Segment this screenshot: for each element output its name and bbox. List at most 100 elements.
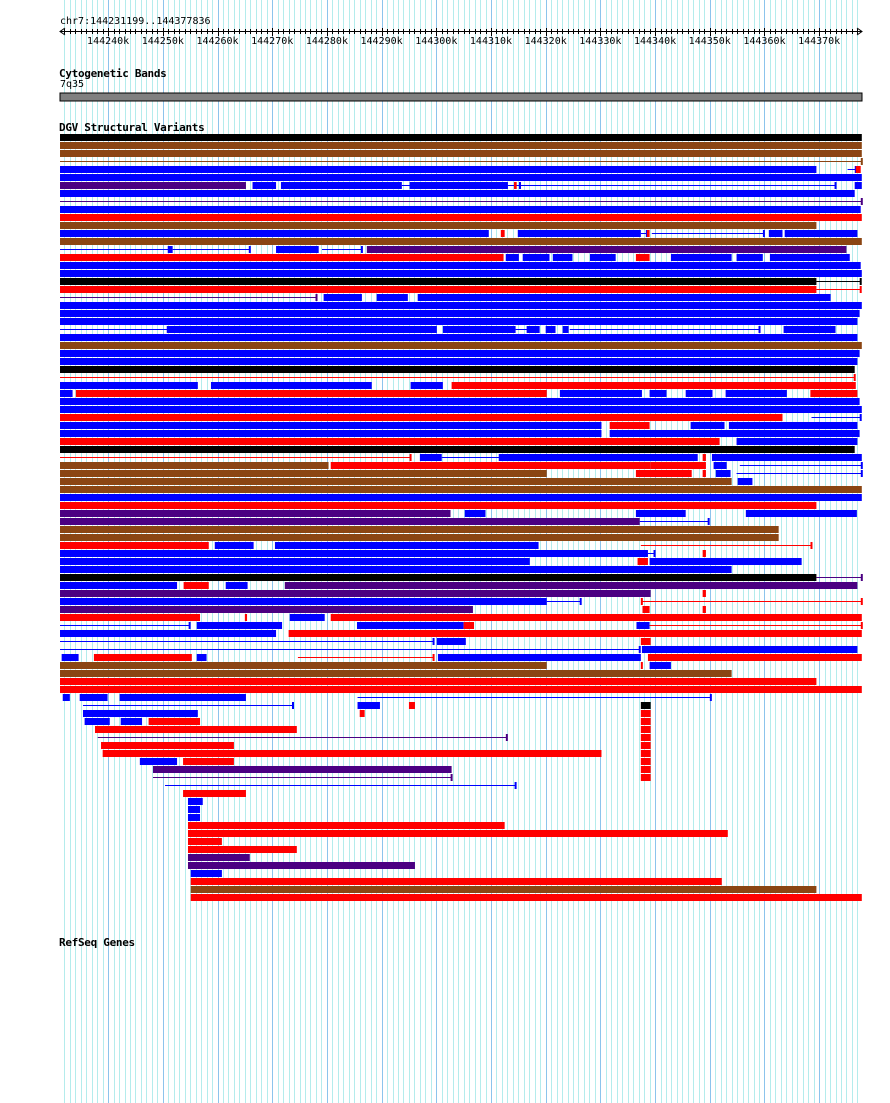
variant-feature[interactable] bbox=[356, 622, 464, 629]
variant-feature[interactable] bbox=[736, 438, 858, 445]
variant-feature[interactable] bbox=[60, 190, 855, 197]
variant-feature[interactable] bbox=[60, 358, 858, 365]
variant-feature[interactable] bbox=[728, 422, 858, 429]
variant-feature[interactable] bbox=[640, 702, 651, 709]
variant-end-cap[interactable] bbox=[834, 182, 837, 189]
variant-feature[interactable] bbox=[60, 614, 201, 621]
cytoband-7q35[interactable] bbox=[59, 92, 863, 102]
variant-end-cap[interactable] bbox=[505, 734, 508, 741]
variant-end-cap[interactable] bbox=[859, 286, 862, 293]
variant-feature[interactable] bbox=[685, 390, 713, 397]
variant-feature[interactable] bbox=[640, 718, 651, 725]
variant-feature[interactable] bbox=[284, 582, 858, 589]
variant-feature[interactable] bbox=[635, 254, 650, 261]
variant-feature[interactable] bbox=[60, 446, 855, 453]
variant-feature[interactable] bbox=[60, 574, 817, 581]
variant-feature[interactable] bbox=[713, 462, 727, 469]
variant-feature[interactable] bbox=[60, 526, 779, 533]
variant-feature[interactable] bbox=[190, 886, 817, 893]
variant-feature[interactable] bbox=[513, 182, 517, 189]
variant-feature[interactable] bbox=[640, 766, 651, 773]
variant-feature[interactable] bbox=[60, 582, 178, 589]
variant-feature[interactable] bbox=[187, 814, 201, 821]
variant-feature[interactable] bbox=[649, 558, 802, 565]
variant-feature[interactable] bbox=[60, 494, 862, 501]
variant-feature[interactable] bbox=[75, 390, 547, 397]
variant-feature[interactable] bbox=[505, 254, 519, 261]
variant-feature[interactable] bbox=[702, 470, 706, 477]
variant-feature[interactable] bbox=[711, 454, 862, 461]
variant-feature[interactable] bbox=[649, 662, 671, 669]
variant-feature[interactable] bbox=[649, 390, 667, 397]
variant-feature[interactable] bbox=[463, 622, 475, 629]
variant-feature[interactable] bbox=[736, 254, 763, 261]
variant-feature[interactable] bbox=[60, 318, 858, 325]
variant-feature[interactable] bbox=[410, 382, 443, 389]
variant-feature[interactable] bbox=[60, 670, 732, 677]
variant-feature[interactable] bbox=[60, 550, 648, 557]
variant-feature[interactable] bbox=[167, 326, 437, 333]
variant-feature[interactable] bbox=[60, 630, 277, 637]
variant-feature[interactable] bbox=[60, 422, 602, 429]
variant-feature[interactable] bbox=[60, 566, 732, 573]
variant-end-cap[interactable] bbox=[810, 542, 813, 549]
variant-feature[interactable] bbox=[60, 414, 783, 421]
variant-feature[interactable] bbox=[854, 182, 862, 189]
variant-feature[interactable] bbox=[737, 478, 753, 485]
variant-feature[interactable] bbox=[60, 278, 817, 285]
variant-feature[interactable] bbox=[82, 710, 198, 717]
variant-feature[interactable] bbox=[183, 582, 209, 589]
variant-feature[interactable] bbox=[784, 230, 858, 237]
variant-feature[interactable] bbox=[559, 390, 642, 397]
variant-feature[interactable] bbox=[810, 390, 858, 397]
variant-feature[interactable] bbox=[589, 254, 616, 261]
variant-feature[interactable] bbox=[187, 862, 415, 869]
variant-feature[interactable] bbox=[187, 846, 297, 853]
right-arrow-icon[interactable] bbox=[856, 27, 863, 36]
variant-feature[interactable] bbox=[196, 654, 207, 661]
variant-feature[interactable] bbox=[152, 766, 452, 773]
variant-feature[interactable] bbox=[545, 326, 556, 333]
variant-feature[interactable] bbox=[60, 182, 246, 189]
variant-feature[interactable] bbox=[562, 326, 569, 333]
variant-feature[interactable] bbox=[60, 662, 547, 669]
variant-feature[interactable] bbox=[84, 718, 110, 725]
variant-feature[interactable] bbox=[60, 438, 720, 445]
variant-feature[interactable] bbox=[60, 286, 817, 293]
variant-feature[interactable] bbox=[274, 542, 539, 549]
variant-feature[interactable] bbox=[609, 430, 860, 437]
variant-feature[interactable] bbox=[187, 822, 505, 829]
variant-end-cap[interactable] bbox=[860, 598, 863, 605]
variant-feature[interactable] bbox=[499, 454, 698, 461]
variant-feature[interactable] bbox=[190, 878, 722, 885]
variant-end-cap[interactable] bbox=[432, 638, 435, 645]
variant-feature[interactable] bbox=[690, 422, 725, 429]
variant-feature[interactable] bbox=[855, 166, 861, 173]
variant-feature[interactable] bbox=[419, 454, 442, 461]
variant-feature[interactable] bbox=[252, 182, 277, 189]
variant-feature[interactable] bbox=[442, 326, 516, 333]
variant-feature[interactable] bbox=[187, 806, 201, 813]
variant-feature[interactable] bbox=[187, 838, 222, 845]
variant-feature[interactable] bbox=[60, 310, 860, 317]
variant-feature[interactable] bbox=[183, 758, 234, 765]
variant-feature[interactable] bbox=[670, 254, 732, 261]
variant-feature[interactable] bbox=[640, 710, 651, 717]
variant-end-cap[interactable] bbox=[707, 518, 710, 525]
variant-end-cap[interactable] bbox=[860, 470, 863, 477]
variant-end-cap[interactable] bbox=[315, 294, 318, 301]
variant-end-cap[interactable] bbox=[409, 454, 412, 461]
variant-end-cap[interactable] bbox=[860, 158, 863, 165]
variant-feature[interactable] bbox=[376, 294, 408, 301]
variant-feature[interactable] bbox=[288, 630, 862, 637]
variant-feature[interactable] bbox=[60, 214, 862, 221]
variant-feature[interactable] bbox=[95, 726, 297, 733]
variant-end-cap[interactable] bbox=[514, 782, 517, 789]
variant-feature[interactable] bbox=[640, 638, 651, 645]
variant-feature[interactable] bbox=[60, 350, 860, 357]
variant-feature[interactable] bbox=[783, 326, 836, 333]
variant-feature[interactable] bbox=[517, 230, 641, 237]
variant-feature[interactable] bbox=[60, 302, 862, 309]
variant-feature[interactable] bbox=[187, 830, 728, 837]
variant-feature[interactable] bbox=[330, 462, 651, 469]
